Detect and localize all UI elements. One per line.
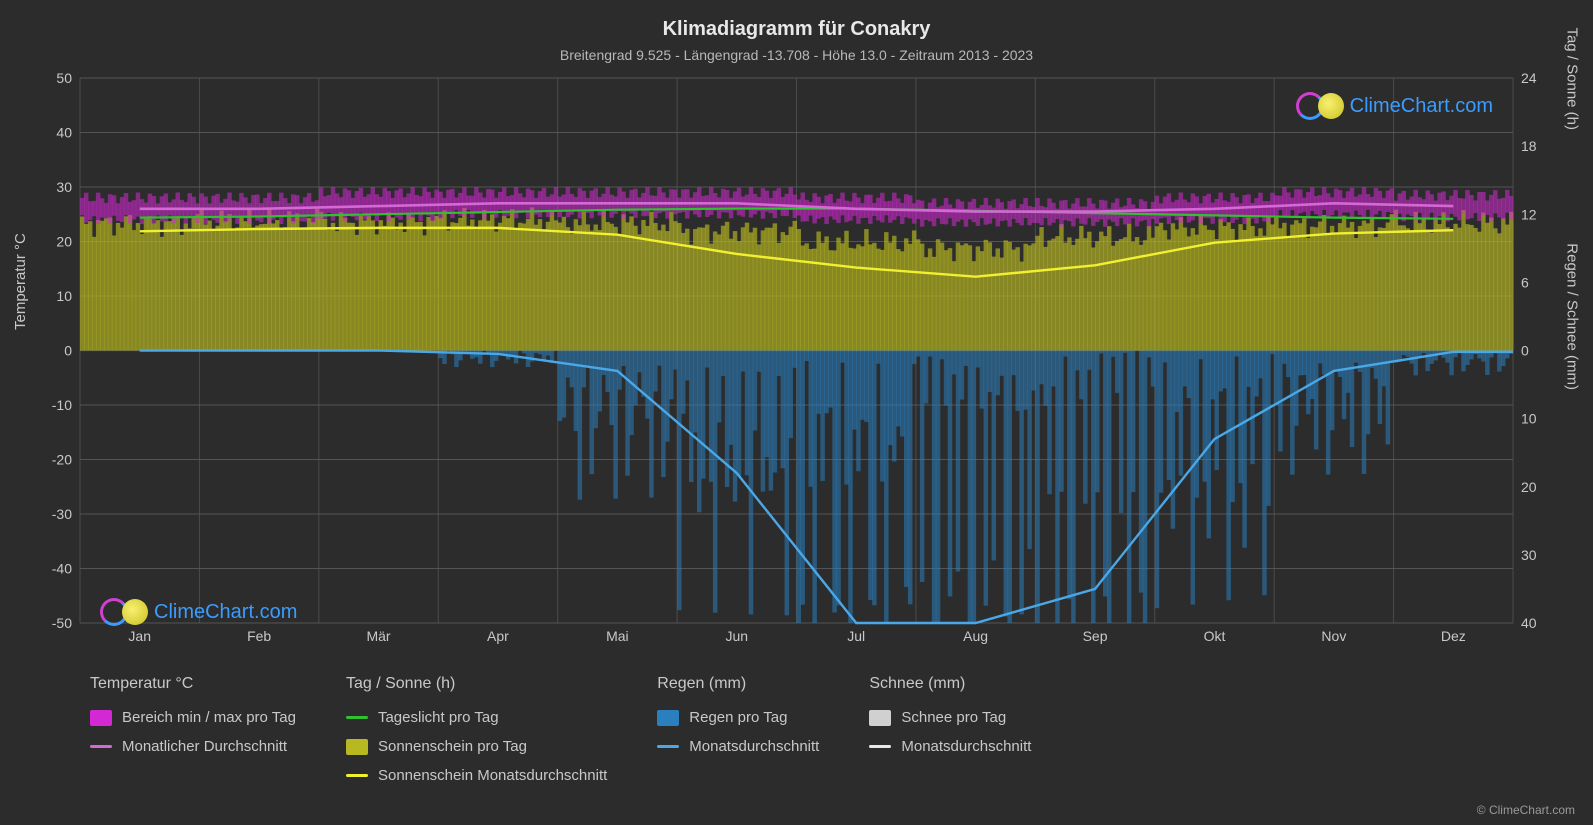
legend-item: Regen pro Tag [657, 709, 819, 726]
chart-subtitle: Breitengrad 9.525 - Längengrad -13.708 -… [0, 41, 1593, 63]
legend-label: Monatlicher Durchschnitt [122, 738, 287, 755]
legend-item: Tageslicht pro Tag [346, 709, 607, 726]
legend-label: Tageslicht pro Tag [378, 709, 499, 726]
copyright: © ClimeChart.com [1477, 803, 1575, 817]
plot-svg: -50-40-30-20-100102030405006121824102030… [80, 78, 1513, 643]
y-tick-right-rain: 30 [1521, 547, 1537, 563]
chart-title: Klimadiagramm für Conakry [0, 0, 1593, 41]
watermark-bottom-left: ClimeChart.com [100, 598, 297, 626]
y-tick-right-rain: 40 [1521, 615, 1537, 631]
legend: Temperatur °C Bereich min / max pro Tag M… [90, 675, 1533, 784]
legend-line-swatch [657, 745, 679, 748]
y-tick-left: -30 [52, 506, 72, 522]
x-tick-month: Jan [128, 628, 151, 644]
y-tick-right-rain: 20 [1521, 479, 1537, 495]
x-tick-month: Dez [1441, 628, 1466, 644]
legend-item: Sonnenschein Monatsdurchschnitt [346, 767, 607, 784]
x-tick-month: Mai [606, 628, 629, 644]
legend-swatch [657, 710, 679, 726]
x-tick-month: Mär [366, 628, 390, 644]
legend-item: Monatlicher Durchschnitt [90, 738, 296, 755]
y-axis-left-label: Temperatur °C [12, 233, 29, 330]
x-tick-month: Okt [1204, 628, 1226, 644]
y-tick-right-rain: 10 [1521, 411, 1537, 427]
legend-header: Regen (mm) [657, 675, 819, 693]
legend-label: Bereich min / max pro Tag [122, 709, 296, 726]
legend-header: Schnee (mm) [869, 675, 1031, 693]
legend-item: Bereich min / max pro Tag [90, 709, 296, 726]
y-tick-left: 10 [56, 288, 72, 304]
x-tick-month: Jul [847, 628, 865, 644]
y-tick-left: -40 [52, 561, 72, 577]
legend-swatch [346, 739, 368, 755]
y-tick-left: 50 [56, 70, 72, 86]
y-tick-right-hours: 18 [1521, 138, 1537, 154]
legend-label: Regen pro Tag [689, 709, 787, 726]
legend-label: Sonnenschein Monatsdurchschnitt [378, 767, 607, 784]
legend-header: Tag / Sonne (h) [346, 675, 607, 693]
watermark-top-right: ClimeChart.com [1296, 92, 1493, 120]
y-tick-right-hours: 12 [1521, 206, 1537, 222]
plot-area: -50-40-30-20-100102030405006121824102030… [80, 78, 1513, 643]
x-tick-month: Aug [963, 628, 988, 644]
legend-label: Schnee pro Tag [901, 709, 1006, 726]
y-tick-left: -10 [52, 397, 72, 413]
legend-swatch [90, 710, 112, 726]
y-tick-left: -20 [52, 452, 72, 468]
legend-label: Monatsdurchschnitt [901, 738, 1031, 755]
y-axis-right-top-label: Tag / Sonne (h) [1564, 27, 1581, 130]
watermark-text: ClimeChart.com [1350, 95, 1493, 118]
y-tick-left: 20 [56, 234, 72, 250]
legend-item: Schnee pro Tag [869, 709, 1031, 726]
logo-sun-icon [1318, 93, 1344, 119]
legend-swatch [869, 710, 891, 726]
watermark-text: ClimeChart.com [154, 601, 297, 624]
legend-col-sun: Tag / Sonne (h) Tageslicht pro Tag Sonnen… [346, 675, 607, 784]
legend-item: Monatsdurchschnitt [657, 738, 819, 755]
x-tick-month: Nov [1321, 628, 1346, 644]
climate-chart: Klimadiagramm für Conakry Breitengrad 9.… [0, 0, 1593, 825]
logo-sun-icon [122, 599, 148, 625]
y-tick-left: 0 [64, 343, 72, 359]
x-tick-month: Jun [726, 628, 749, 644]
legend-col-rain: Regen (mm) Regen pro Tag Monatsdurchschni… [657, 675, 819, 784]
legend-item: Sonnenschein pro Tag [346, 738, 607, 755]
legend-col-temperature: Temperatur °C Bereich min / max pro Tag M… [90, 675, 296, 784]
y-tick-left: 40 [56, 125, 72, 141]
legend-header: Temperatur °C [90, 675, 296, 693]
y-tick-right-hours: 24 [1521, 70, 1537, 86]
x-tick-month: Sep [1083, 628, 1108, 644]
legend-item: Monatsdurchschnitt [869, 738, 1031, 755]
y-axis-right-bot-label: Regen / Schnee (mm) [1564, 243, 1581, 390]
y-tick-left: -50 [52, 615, 72, 631]
legend-label: Monatsdurchschnitt [689, 738, 819, 755]
x-tick-month: Apr [487, 628, 509, 644]
legend-line-swatch [869, 745, 891, 748]
legend-col-snow: Schnee (mm) Schnee pro Tag Monatsdurchsch… [869, 675, 1031, 784]
y-tick-right-hours: 6 [1521, 274, 1529, 290]
legend-line-swatch [346, 716, 368, 719]
legend-label: Sonnenschein pro Tag [378, 738, 527, 755]
legend-line-swatch [346, 774, 368, 777]
legend-line-swatch [90, 745, 112, 748]
y-tick-right-hours: 0 [1521, 343, 1529, 359]
y-tick-left: 30 [56, 179, 72, 195]
x-tick-month: Feb [247, 628, 271, 644]
